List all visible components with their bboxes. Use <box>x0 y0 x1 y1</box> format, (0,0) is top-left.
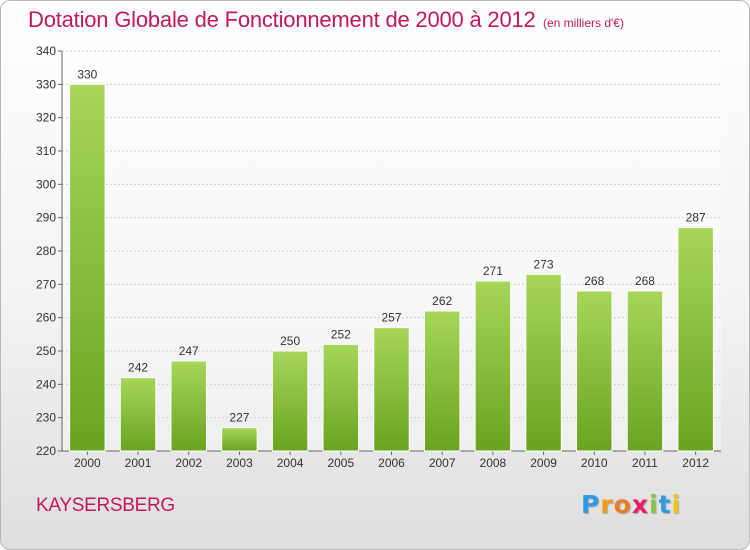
logo-letter: o <box>613 490 632 519</box>
x-tick-label: 2008 <box>480 456 507 470</box>
bar-value-label: 227 <box>229 411 249 425</box>
y-tick-label: 240 <box>36 377 56 391</box>
y-tick-label: 330 <box>36 77 56 91</box>
bar-value-label: 252 <box>331 327 351 341</box>
chart-title: Dotation Globale de Fonctionnement de 20… <box>28 7 536 32</box>
y-tick-label: 280 <box>36 244 56 258</box>
x-tick-label: 2012 <box>682 456 709 470</box>
y-tick-label: 270 <box>36 277 56 291</box>
bar-value-label: 262 <box>432 294 452 308</box>
logo-letter: P <box>581 490 601 519</box>
x-tick-label: 2006 <box>378 456 405 470</box>
bar-2006 <box>373 327 410 452</box>
x-tick-label: 2011 <box>632 456 658 470</box>
bar-value-label: 271 <box>483 264 503 278</box>
y-tick-label: 250 <box>36 344 56 358</box>
y-tick-label: 220 <box>36 444 56 458</box>
bar-value-label: 268 <box>584 274 604 288</box>
bar-2003 <box>221 427 258 452</box>
y-tick-label: 290 <box>36 211 56 225</box>
x-tick-label: 2007 <box>429 456 456 470</box>
y-tick-label: 230 <box>36 411 56 425</box>
x-tick-label: 2001 <box>125 456 152 470</box>
y-tick-label: 260 <box>36 311 56 325</box>
bar-value-label: 268 <box>635 274 655 288</box>
bar-2011 <box>626 290 664 452</box>
logo-letter: t <box>658 490 672 519</box>
logo-letter: x <box>631 490 649 519</box>
logo-letter: r <box>600 490 614 519</box>
bar-2009 <box>525 273 562 452</box>
bar-2005 <box>322 343 360 452</box>
bar-value-label: 250 <box>280 334 300 348</box>
bar-value-label: 242 <box>128 361 148 375</box>
bar-2002 <box>170 360 207 452</box>
proxiti-logo: Proxiti <box>581 490 681 519</box>
y-tick-label: 340 <box>36 44 56 58</box>
bar-value-label: 330 <box>77 67 97 81</box>
x-tick-label: 2005 <box>327 456 354 470</box>
bar-2010 <box>576 290 613 452</box>
y-tick-label: 310 <box>36 144 56 158</box>
bar-2004 <box>271 350 309 452</box>
x-tick-label: 2009 <box>530 456 557 470</box>
bar-2001 <box>119 377 157 452</box>
x-tick-label: 2003 <box>226 456 253 470</box>
chart-subtitle: (en milliers d'€) <box>543 16 624 30</box>
x-tick-label: 2002 <box>175 456 202 470</box>
bar-value-label: 273 <box>534 257 554 271</box>
x-tick-label: 2004 <box>277 456 304 470</box>
y-tick-label: 300 <box>36 177 56 191</box>
logo-letter: i <box>671 490 682 519</box>
y-tick-label: 320 <box>36 111 56 125</box>
commune-name: KAYSERSBERG <box>36 495 175 516</box>
bar-value-label: 257 <box>381 311 401 325</box>
x-tick-label: 2000 <box>74 456 101 470</box>
logo-letter: i <box>649 490 659 519</box>
bar-2007 <box>423 310 461 452</box>
bar-2012 <box>677 227 714 452</box>
bar-2000 <box>69 83 106 452</box>
bar-value-label: 287 <box>686 211 706 225</box>
bar-value-label: 247 <box>179 344 199 358</box>
x-tick-label: 2010 <box>581 456 608 470</box>
bar-2008 <box>474 280 512 452</box>
